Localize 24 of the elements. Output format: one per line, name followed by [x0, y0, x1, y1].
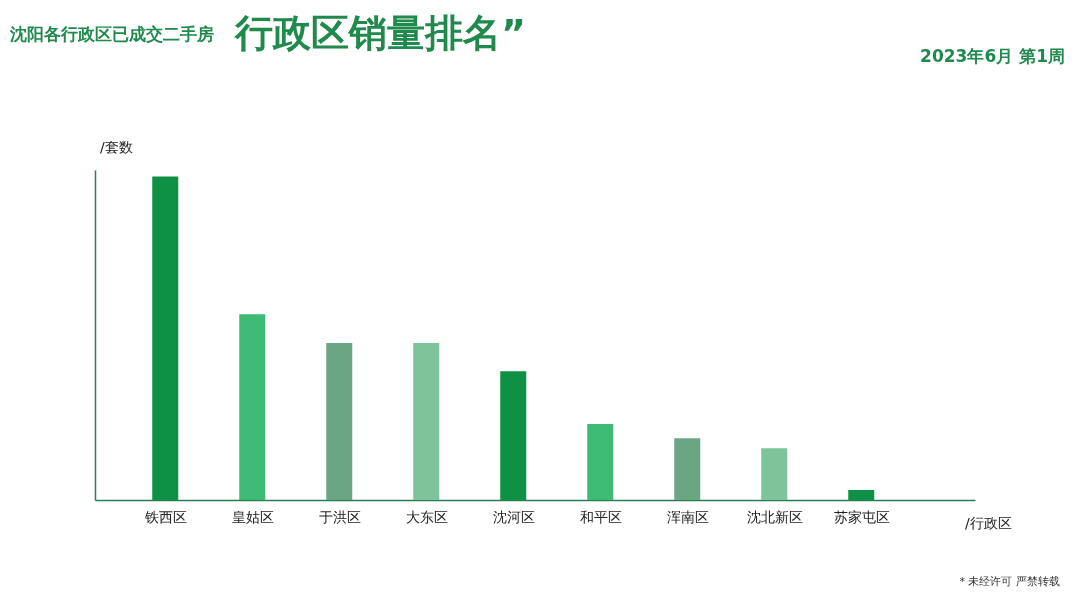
x-tick-label: 浑南区 — [666, 508, 709, 525]
bar — [848, 489, 875, 500]
chart-subtitle: 2023年6月 第1周 — [920, 46, 1065, 66]
x-tick-label: 苏家屯区 — [833, 508, 890, 525]
y-axis-title: /套数 — [100, 139, 133, 155]
bar — [761, 448, 788, 500]
text: 沈阳各行政区已成交二手房 — [9, 24, 214, 44]
x-tick-label: 铁西区 — [143, 508, 187, 525]
x-tick-label: 大东区 — [405, 508, 448, 525]
bar — [413, 343, 440, 500]
x-axis-title: /行政区 — [965, 515, 1012, 531]
bar — [326, 343, 353, 500]
bar — [152, 176, 179, 500]
x-tick-label: 沈北新区 — [746, 508, 803, 525]
text: * 未经许可 严禁转载 — [959, 575, 1060, 588]
bar — [239, 314, 266, 500]
x-tick-label: 沈河区 — [492, 508, 535, 525]
bar — [587, 423, 614, 500]
x-tick-label: 皇姑区 — [231, 508, 274, 525]
bar — [500, 371, 527, 500]
x-tick-label: 于洪区 — [318, 508, 361, 525]
x-tick-label: 和平区 — [579, 508, 622, 525]
bar — [674, 438, 701, 500]
chart-title: 行政区销量排名” — [233, 11, 526, 55]
